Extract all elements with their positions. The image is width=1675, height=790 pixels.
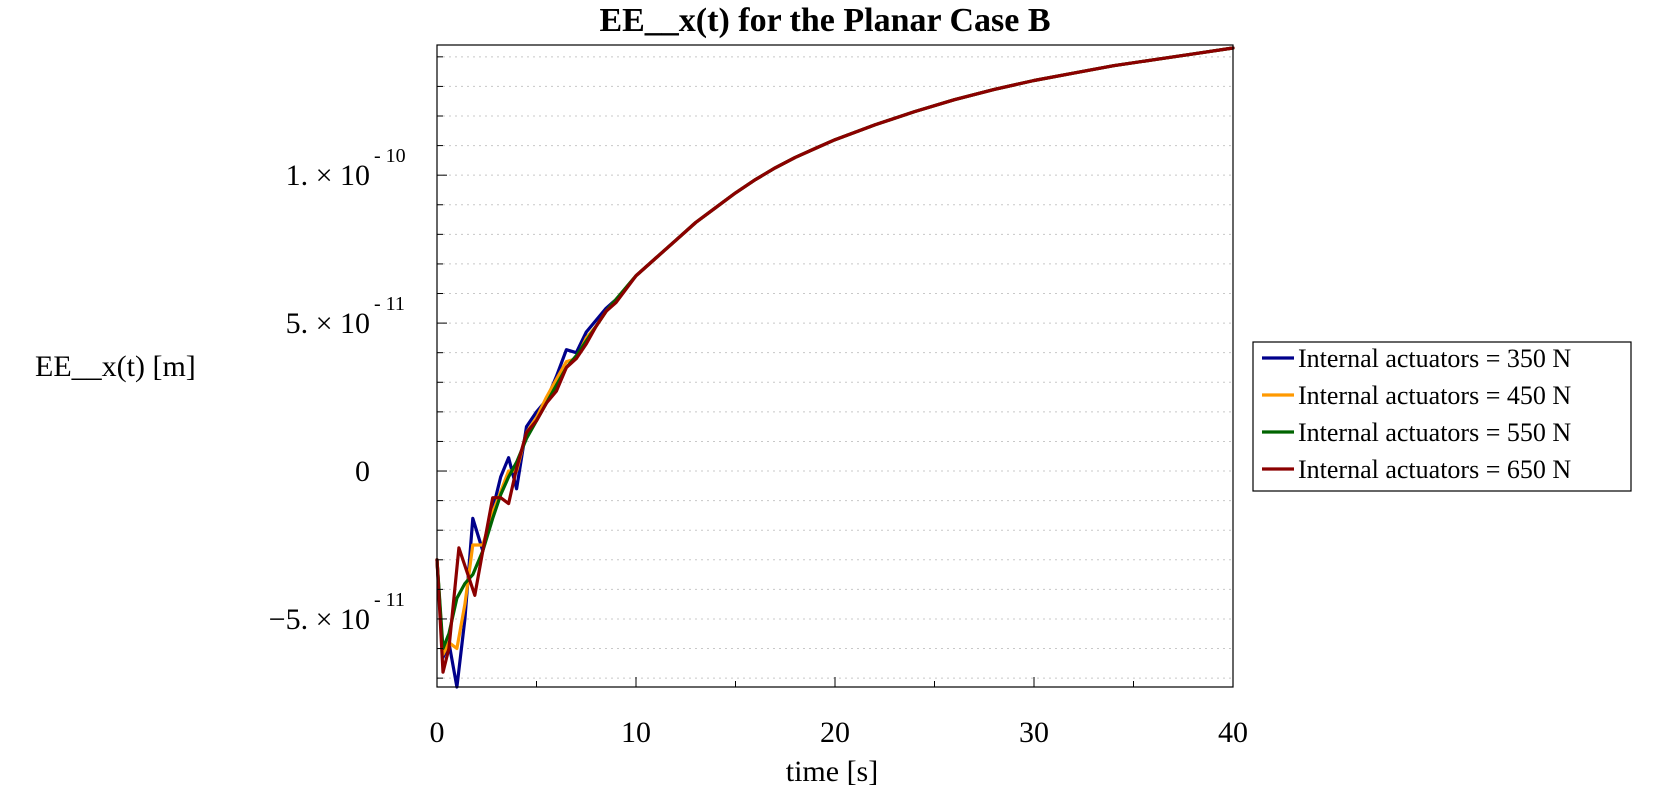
legend-box (1252, 341, 1632, 492)
series-line-1 (435, 46, 1235, 689)
grid (437, 56, 1233, 679)
series-line-4 (435, 46, 1235, 674)
x-tick-label: 40 (1218, 716, 1248, 749)
y-tick-label: 5. × 10 (286, 307, 370, 340)
x-tick-label: 20 (820, 716, 850, 749)
legend-label-4: Internal actuators = 650 N (1298, 455, 1571, 484)
legend-label-1: Internal actuators = 350 N (1298, 344, 1571, 373)
x-tick-label: 30 (1019, 716, 1049, 749)
y-tick-exponent: - 11 (374, 589, 405, 611)
y-tick-exponent: - 10 (374, 145, 406, 167)
legend: Internal actuators = 350 N Internal actua… (1252, 341, 1632, 492)
y-tick-label: 0 (355, 455, 370, 488)
y-axis-label: EE__x(t) [m] (35, 350, 196, 383)
y-tick-label: 1. × 10 (286, 159, 370, 192)
x-tick-label: 10 (621, 716, 651, 749)
x-tick-label: 0 (430, 716, 445, 749)
legend-label-3: Internal actuators = 550 N (1298, 418, 1571, 447)
chart-title: EE__x(t) for the Planar Case B (599, 2, 1050, 39)
y-tick-label: −5. × 10 (269, 603, 370, 636)
x-axis-label: time [s] (786, 755, 878, 788)
plot-series (435, 46, 1235, 689)
legend-label-2: Internal actuators = 450 N (1298, 381, 1571, 410)
axis-ticks (436, 56, 1234, 687)
y-tick-exponent: - 11 (374, 293, 405, 315)
